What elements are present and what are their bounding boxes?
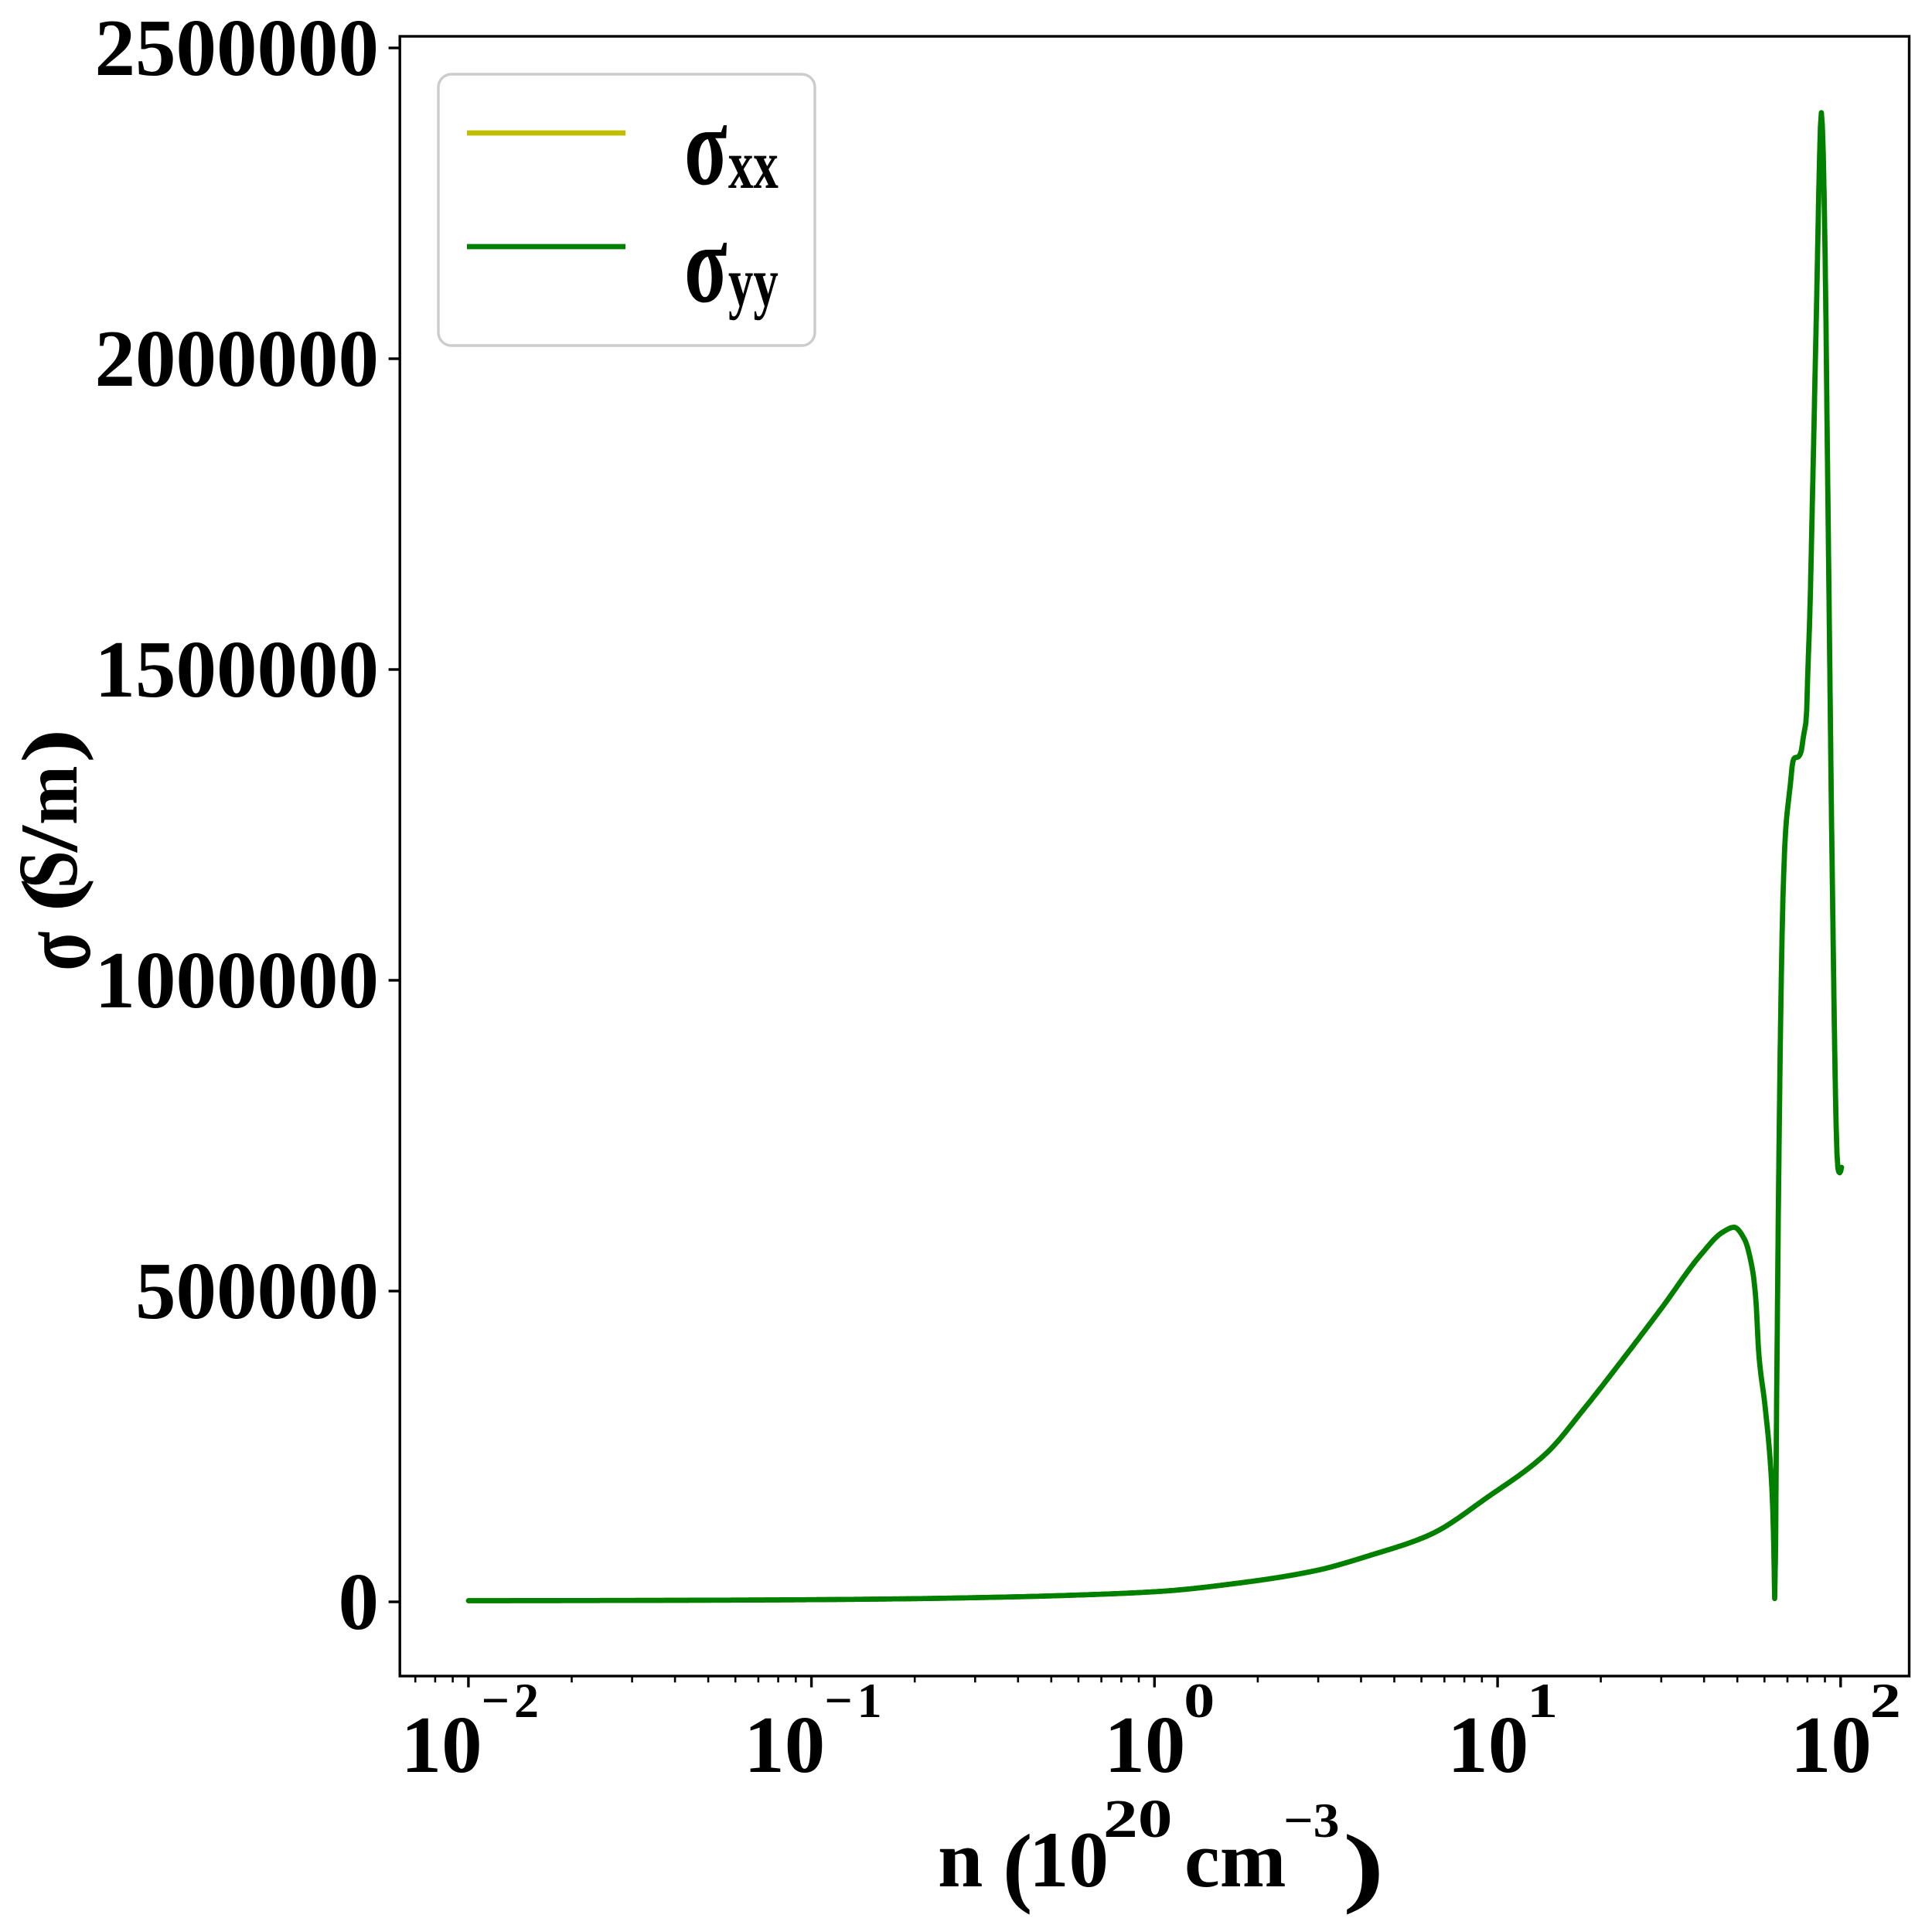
svg-text:yy: yy — [728, 244, 779, 321]
svg-text:xx: xx — [728, 126, 779, 203]
svg-text:−1: −1 — [824, 1673, 886, 1728]
svg-text:1000000: 1000000 — [95, 935, 380, 1025]
svg-text:cm: cm — [1184, 1816, 1286, 1904]
svg-text:10: 10 — [401, 1699, 482, 1790]
svg-text:10: 10 — [1029, 1816, 1109, 1904]
svg-text:(: ( — [6, 877, 94, 912]
svg-text:10: 10 — [744, 1699, 825, 1790]
svg-text:σ: σ — [684, 84, 727, 209]
svg-text:σ: σ — [684, 202, 727, 326]
svg-text:10: 10 — [1447, 1699, 1528, 1790]
svg-text:): ) — [1343, 1817, 1385, 1915]
svg-text:1: 1 — [1527, 1673, 1558, 1729]
svg-text:10: 10 — [1791, 1699, 1872, 1790]
svg-text:20: 20 — [1103, 1789, 1173, 1848]
svg-text:0: 0 — [339, 1556, 380, 1647]
svg-text:m: m — [7, 765, 93, 825]
svg-text:10: 10 — [1104, 1699, 1185, 1790]
svg-text:−2: −2 — [482, 1673, 543, 1728]
svg-text:/: / — [3, 825, 94, 853]
svg-text:0: 0 — [1184, 1673, 1215, 1729]
svg-text:1500000: 1500000 — [95, 624, 380, 714]
svg-text:2500000: 2500000 — [95, 2, 380, 93]
svg-text:(: ( — [1003, 1817, 1032, 1915]
svg-text:500000: 500000 — [135, 1245, 379, 1336]
svg-text:): ) — [6, 728, 94, 763]
svg-text:n: n — [938, 1814, 983, 1904]
svg-text:−3: −3 — [1283, 1794, 1340, 1848]
svg-text:σ: σ — [2, 932, 111, 971]
svg-text:2: 2 — [1870, 1673, 1901, 1729]
svg-text:S: S — [1, 850, 96, 888]
svg-text:2000000: 2000000 — [95, 313, 380, 404]
